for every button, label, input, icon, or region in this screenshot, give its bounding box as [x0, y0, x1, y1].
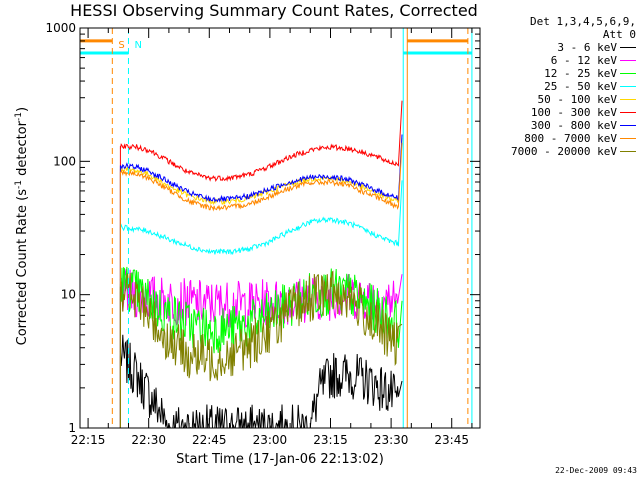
- legend-swatch: [620, 47, 636, 48]
- legend-swatch: [620, 138, 636, 139]
- legend-label: 25 - 50 keV: [544, 80, 617, 93]
- legend-rows: 3 - 6 keV 6 - 12 keV 12 - 25 keV 25 - 50 ke…: [486, 41, 636, 158]
- legend: Det 1,3,4,5,6,9, Att 0 3 - 6 keV 6 - 12 k…: [486, 15, 636, 158]
- legend-item: 300 - 800 keV: [486, 119, 636, 132]
- legend-label: 100 - 300 keV: [530, 106, 617, 119]
- y-label-sup1: -1: [13, 180, 24, 190]
- series-line-7: [119, 142, 403, 212]
- marker-label-s: S: [118, 40, 124, 51]
- legend-label: 6 - 12 keV: [550, 54, 617, 67]
- series-line-2: [119, 266, 403, 354]
- x-tick-label-1: 22:30: [131, 433, 166, 447]
- x-tick-label-6: 23:45: [434, 433, 469, 447]
- legend-item: 12 - 25 keV: [486, 67, 636, 80]
- y-label-pre: Corrected Count Rate (s: [15, 189, 31, 346]
- y-label-post: ): [15, 106, 31, 113]
- legend-item: 25 - 50 keV: [486, 80, 636, 93]
- legend-label: 800 - 7000 keV: [524, 132, 617, 145]
- legend-header-1: Det 1,3,4,5,6,9,: [530, 15, 636, 28]
- plot-frame: [79, 27, 481, 429]
- legend-swatch: [620, 73, 636, 74]
- marker-label-n: N: [134, 40, 141, 51]
- legend-label: 3 - 6 keV: [557, 41, 617, 54]
- x-axis-label: Start Time (17-Jan-06 22:13:02): [176, 452, 384, 467]
- legend-item: 7000 - 20000 keV: [486, 145, 636, 158]
- series-line-5: [119, 100, 403, 182]
- y-label-mid: detector: [15, 121, 31, 181]
- legend-swatch: [620, 86, 636, 87]
- series-line-8: [119, 270, 403, 382]
- x-tick-label-4: 23:15: [313, 433, 348, 447]
- axis-layer: 1 10 100 1000 22:15 22:30 22:45 23:00 23:15 23:30…: [45, 21, 480, 447]
- series-line-3: [119, 180, 403, 256]
- legend-label: 50 - 100 keV: [537, 93, 617, 106]
- legend-label: 7000 - 20000 keV: [511, 145, 617, 158]
- chart-title: HESSI Observing Summary Count Rates, Cor…: [70, 1, 478, 20]
- legend-swatch: [620, 151, 636, 152]
- legend-header-2: Att 0: [602, 28, 636, 41]
- x-tick-label-0: 22:15: [71, 433, 106, 447]
- y-tick-label-1: 10: [61, 288, 76, 302]
- x-tick-label-2: 22:45: [192, 433, 227, 447]
- legend-item: 100 - 300 keV: [486, 106, 636, 119]
- x-tick-label-5: 23:30: [374, 433, 409, 447]
- legend-item: 6 - 12 keV: [486, 54, 636, 67]
- y-tick-label-3: 1000: [45, 21, 76, 35]
- y-label-sup2: -1: [13, 112, 24, 122]
- legend-swatch: [620, 125, 636, 126]
- y-tick-label-2: 100: [53, 154, 76, 168]
- legend-swatch: [620, 99, 636, 100]
- y-axis-label: Corrected Count Rate (s-1 detector-1): [14, 86, 30, 366]
- legend-swatch: [620, 60, 636, 61]
- series-layer: [119, 100, 403, 429]
- series-line-6: [119, 134, 403, 203]
- y-tick-label-0: 1: [68, 421, 76, 435]
- legend-item: 50 - 100 keV: [486, 93, 636, 106]
- x-tick-label-3: 23:00: [253, 433, 288, 447]
- series-line-0: [119, 334, 403, 429]
- legend-item: 800 - 7000 keV: [486, 132, 636, 145]
- legend-item: 3 - 6 keV: [486, 41, 636, 54]
- legend-swatch: [620, 112, 636, 113]
- series-line-4: [119, 137, 403, 206]
- footer-timestamp: 22-Dec-2009 09:43: [555, 466, 637, 475]
- legend-label: 12 - 25 keV: [544, 67, 617, 80]
- legend-label: 300 - 800 keV: [530, 119, 617, 132]
